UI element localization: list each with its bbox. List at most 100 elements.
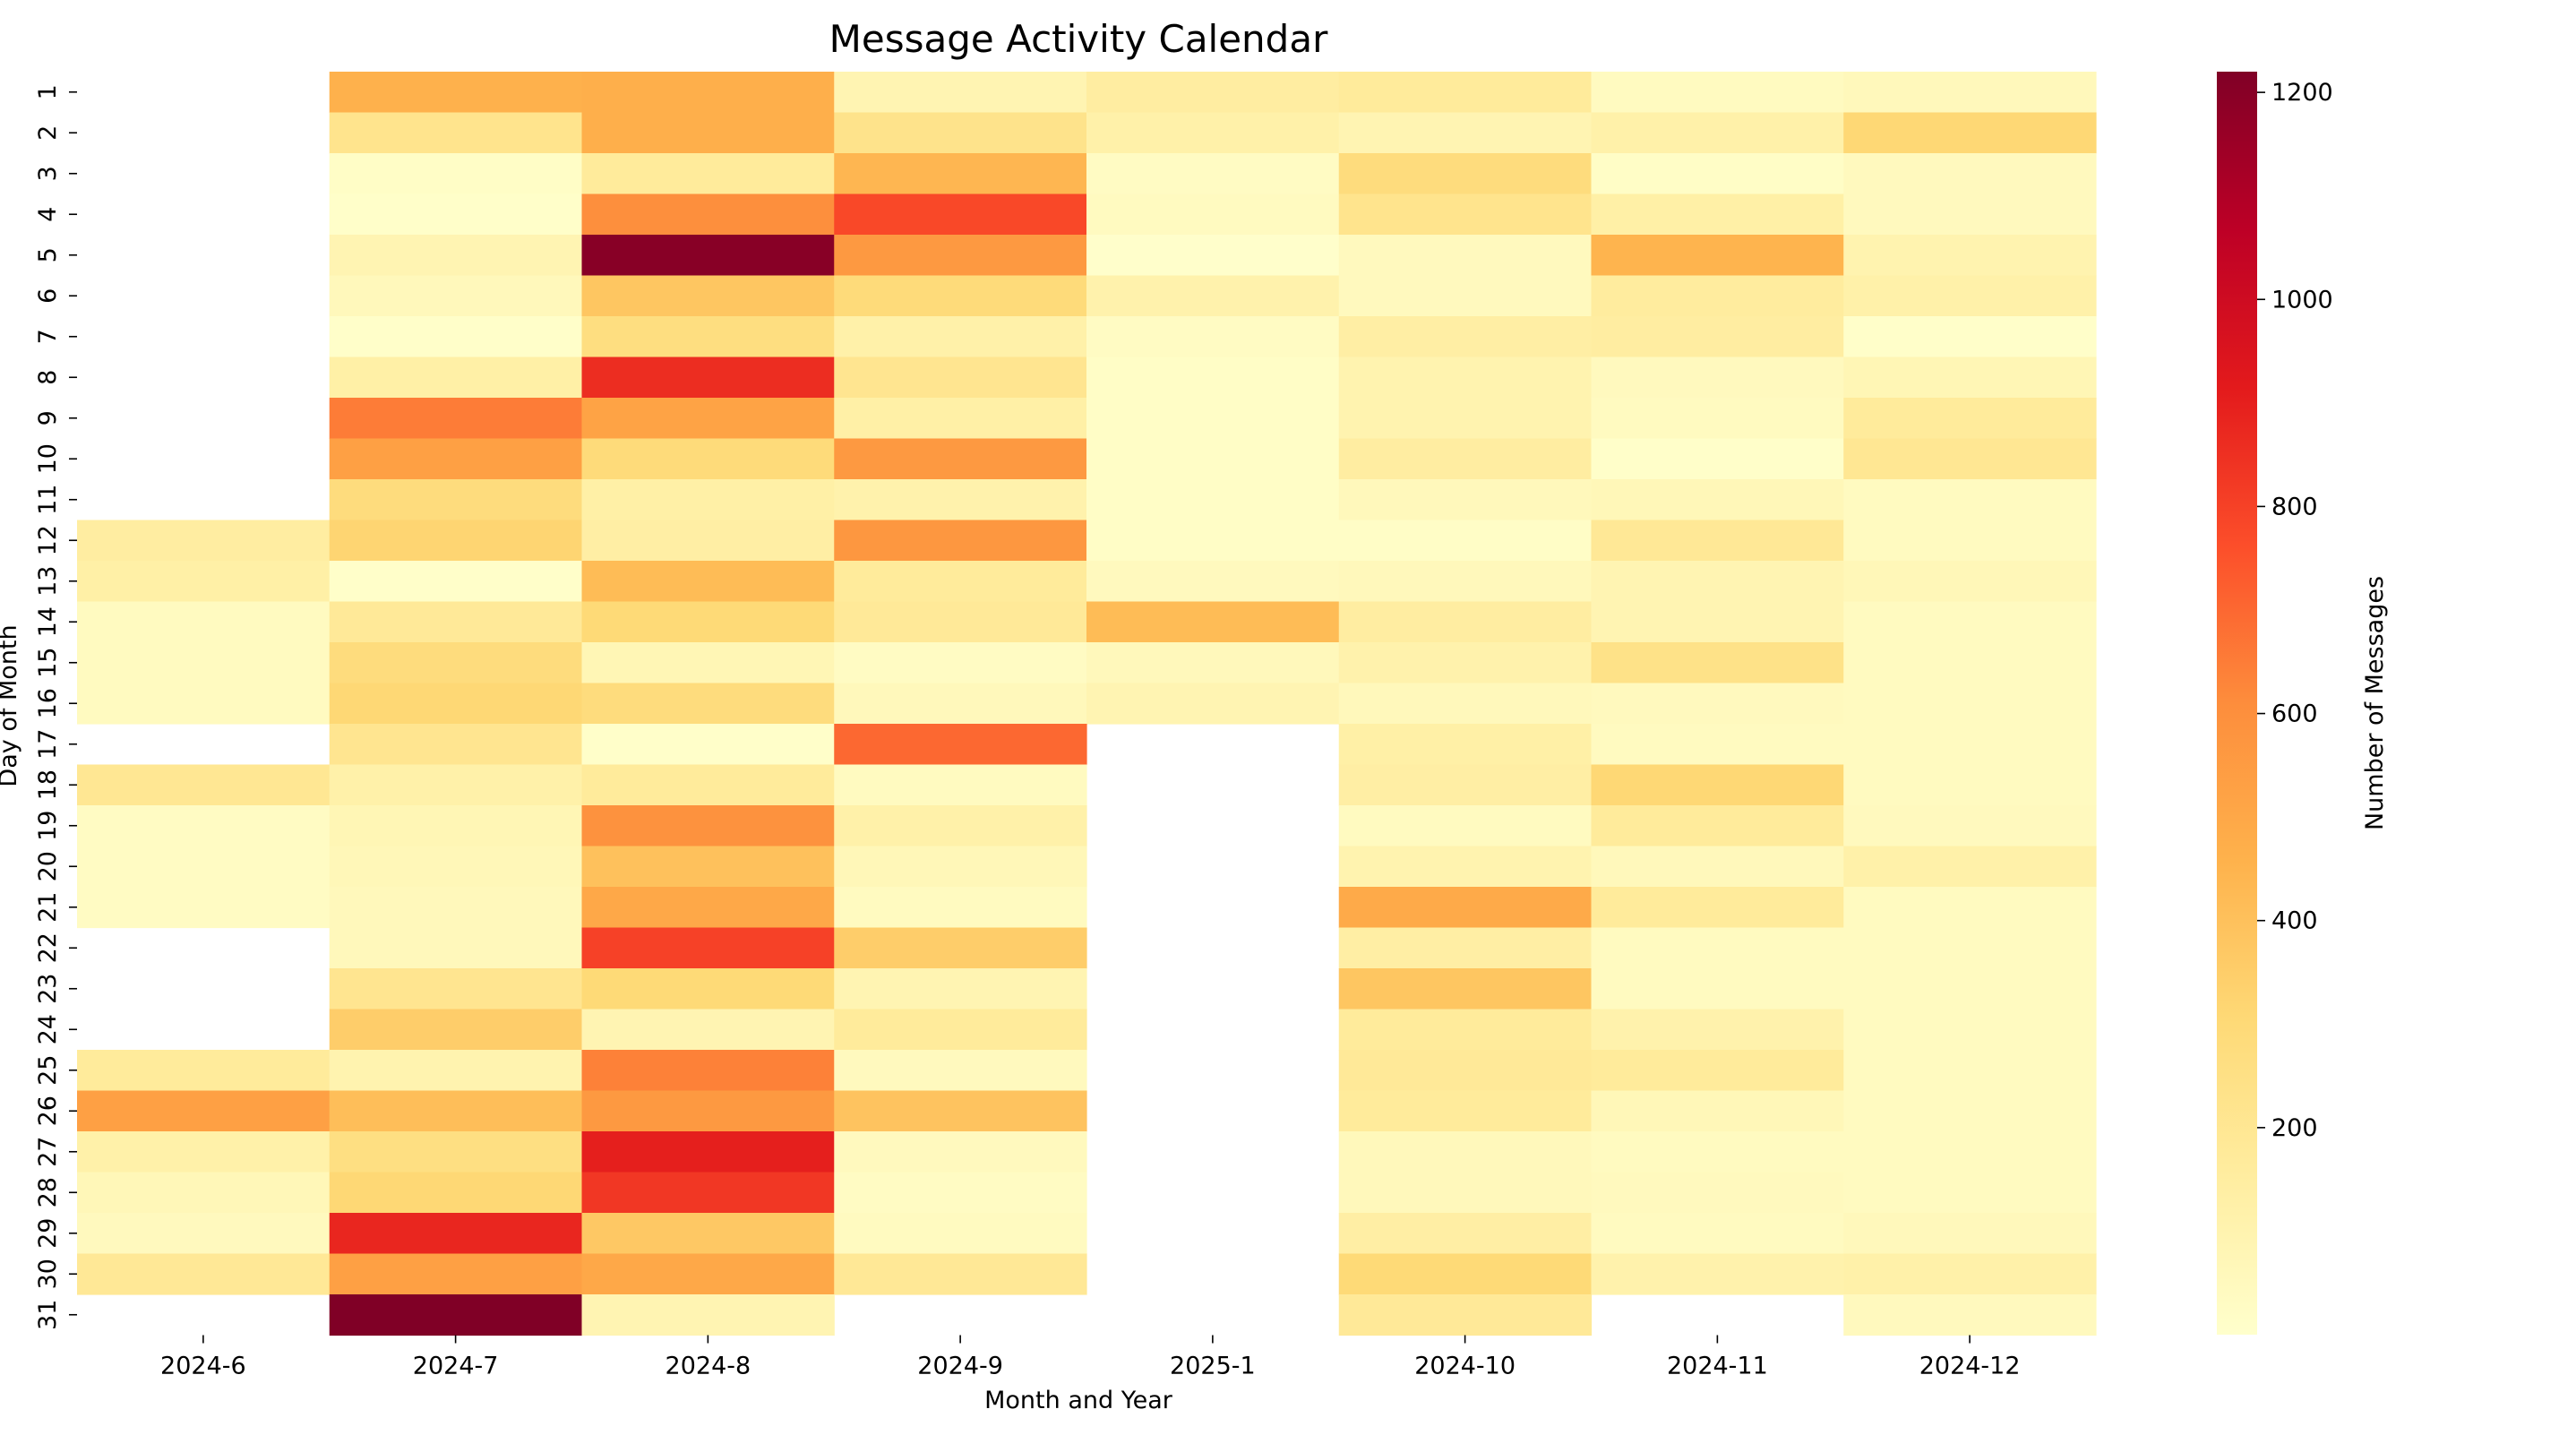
- y-tick-label: 26: [34, 1096, 62, 1126]
- heatmap-cell: [1086, 112, 1340, 154]
- y-tick-label: 9: [34, 410, 62, 425]
- heatmap-cell: [1338, 1050, 1593, 1092]
- y-tick-label: 22: [34, 932, 62, 963]
- heatmap-cell: [1843, 235, 2097, 277]
- colorbar-label: Number of Messages: [2361, 576, 2389, 830]
- heatmap-cell: [1843, 724, 2097, 766]
- heatmap-cell: [581, 887, 835, 929]
- heatmap-cell: [1591, 601, 1844, 643]
- y-tick-label: 20: [34, 851, 62, 881]
- heatmap-cell: [1338, 275, 1593, 317]
- heatmap-cell: [329, 601, 583, 643]
- heatmap-cell: [834, 112, 1087, 154]
- heatmap-cell: [581, 683, 835, 725]
- y-tick-label: 23: [34, 974, 62, 1004]
- heatmap-cell: [1086, 357, 1340, 399]
- heatmap-cell: [1591, 846, 1844, 888]
- heatmap-cell: [1591, 316, 1844, 358]
- heatmap-cell: [1843, 1131, 2097, 1173]
- heatmap-cell: [1086, 153, 1340, 195]
- heatmap-cell: [1843, 479, 2097, 521]
- heatmap-cell: [1591, 275, 1844, 317]
- heatmap-cell: [1338, 1009, 1593, 1051]
- heatmap-cell: [1591, 724, 1844, 766]
- heatmap-cell: [329, 1253, 583, 1295]
- heatmap-cell: [1591, 927, 1844, 969]
- heatmap-cell: [329, 1131, 583, 1173]
- y-tick-label: 25: [34, 1055, 62, 1086]
- heatmap-cell: [1591, 805, 1844, 847]
- heatmap-cell: [329, 561, 583, 603]
- heatmap-cell: [1338, 1294, 1593, 1336]
- heatmap-cell: [581, 1131, 835, 1173]
- heatmap-cell: [581, 642, 835, 684]
- heatmap-cell: [1591, 235, 1844, 277]
- heatmap-cell: [834, 927, 1087, 969]
- heatmap-cell: [834, 887, 1087, 929]
- heatmap-cell: [1338, 316, 1593, 358]
- heatmap-cell: [77, 805, 331, 847]
- heatmap-cell: [581, 112, 835, 154]
- heatmap-cell: [581, 1050, 835, 1092]
- heatmap-cell: [834, 72, 1087, 114]
- heatmap-cell: [834, 1131, 1087, 1173]
- heatmap-cell: [1591, 153, 1844, 195]
- heatmap-cell: [1843, 1253, 2097, 1295]
- heatmap-cell: [1338, 887, 1593, 929]
- y-tick-label: 30: [34, 1259, 62, 1289]
- heatmap-cell: [834, 479, 1087, 521]
- heatmap-cell: [329, 193, 583, 236]
- heatmap-cell: [329, 887, 583, 929]
- x-axis-label: Month and Year: [984, 1387, 1173, 1414]
- heatmap-cell: [1843, 72, 2097, 114]
- heatmap-cell: [329, 1172, 583, 1214]
- y-tick-label: 3: [34, 166, 62, 181]
- heatmap-cell: [329, 805, 583, 847]
- heatmap-cell: [1338, 357, 1593, 399]
- heatmap-cell: [1843, 316, 2097, 358]
- heatmap-cell: [1843, 153, 2097, 195]
- heatmap-cell: [581, 72, 835, 114]
- x-tick-label: 2024-6: [160, 1353, 246, 1380]
- y-tick-label: 12: [34, 525, 62, 555]
- heatmap-cell: [1086, 193, 1340, 236]
- heatmap-cell: [329, 357, 583, 399]
- heatmap-cell: [77, 683, 331, 725]
- heatmap-cell: [1338, 112, 1593, 154]
- heatmap-cell: [1338, 479, 1593, 521]
- heatmap-cell: [1591, 438, 1844, 480]
- heatmap-cell: [329, 520, 583, 562]
- heatmap-cell: [1086, 72, 1340, 114]
- heatmap-cell: [834, 642, 1087, 684]
- heatmap-cell: [77, 561, 331, 603]
- heatmap-cell: [1843, 1090, 2097, 1132]
- heatmap-cell: [581, 764, 835, 806]
- heatmap-cell: [1843, 193, 2097, 236]
- heatmap-cell: [1338, 1172, 1593, 1214]
- y-tick-label: 17: [34, 729, 62, 760]
- heatmap-cell: [834, 1009, 1087, 1051]
- heatmap-cell: [1338, 235, 1593, 277]
- heatmap-cell: [77, 642, 331, 684]
- colorbar-tick-label: 1200: [2271, 79, 2333, 107]
- heatmap-cell: [1591, 1050, 1844, 1092]
- heatmap-cell: [1843, 1213, 2097, 1255]
- heatmap-cell: [329, 1090, 583, 1132]
- x-tick-label: 2024-7: [413, 1353, 499, 1380]
- heatmap-cell: [1591, 193, 1844, 236]
- heatmap-cell: [1591, 112, 1844, 154]
- heatmap-cell: [834, 968, 1087, 1010]
- heatmap-cell: [1338, 968, 1593, 1010]
- heatmap-cell: [1338, 72, 1593, 114]
- heatmap-cell: [834, 153, 1087, 195]
- heatmap-cell: [1591, 479, 1844, 521]
- heatmap-cell: [1843, 1294, 2097, 1336]
- heatmap-cell: [1843, 927, 2097, 969]
- heatmap-cell: [1591, 968, 1844, 1010]
- heatmap-cell: [1843, 642, 2097, 684]
- heatmap-cell: [834, 193, 1087, 236]
- heatmap-cell: [1338, 601, 1593, 643]
- heatmap-cell: [1843, 561, 2097, 603]
- heatmap-cell: [1086, 520, 1340, 562]
